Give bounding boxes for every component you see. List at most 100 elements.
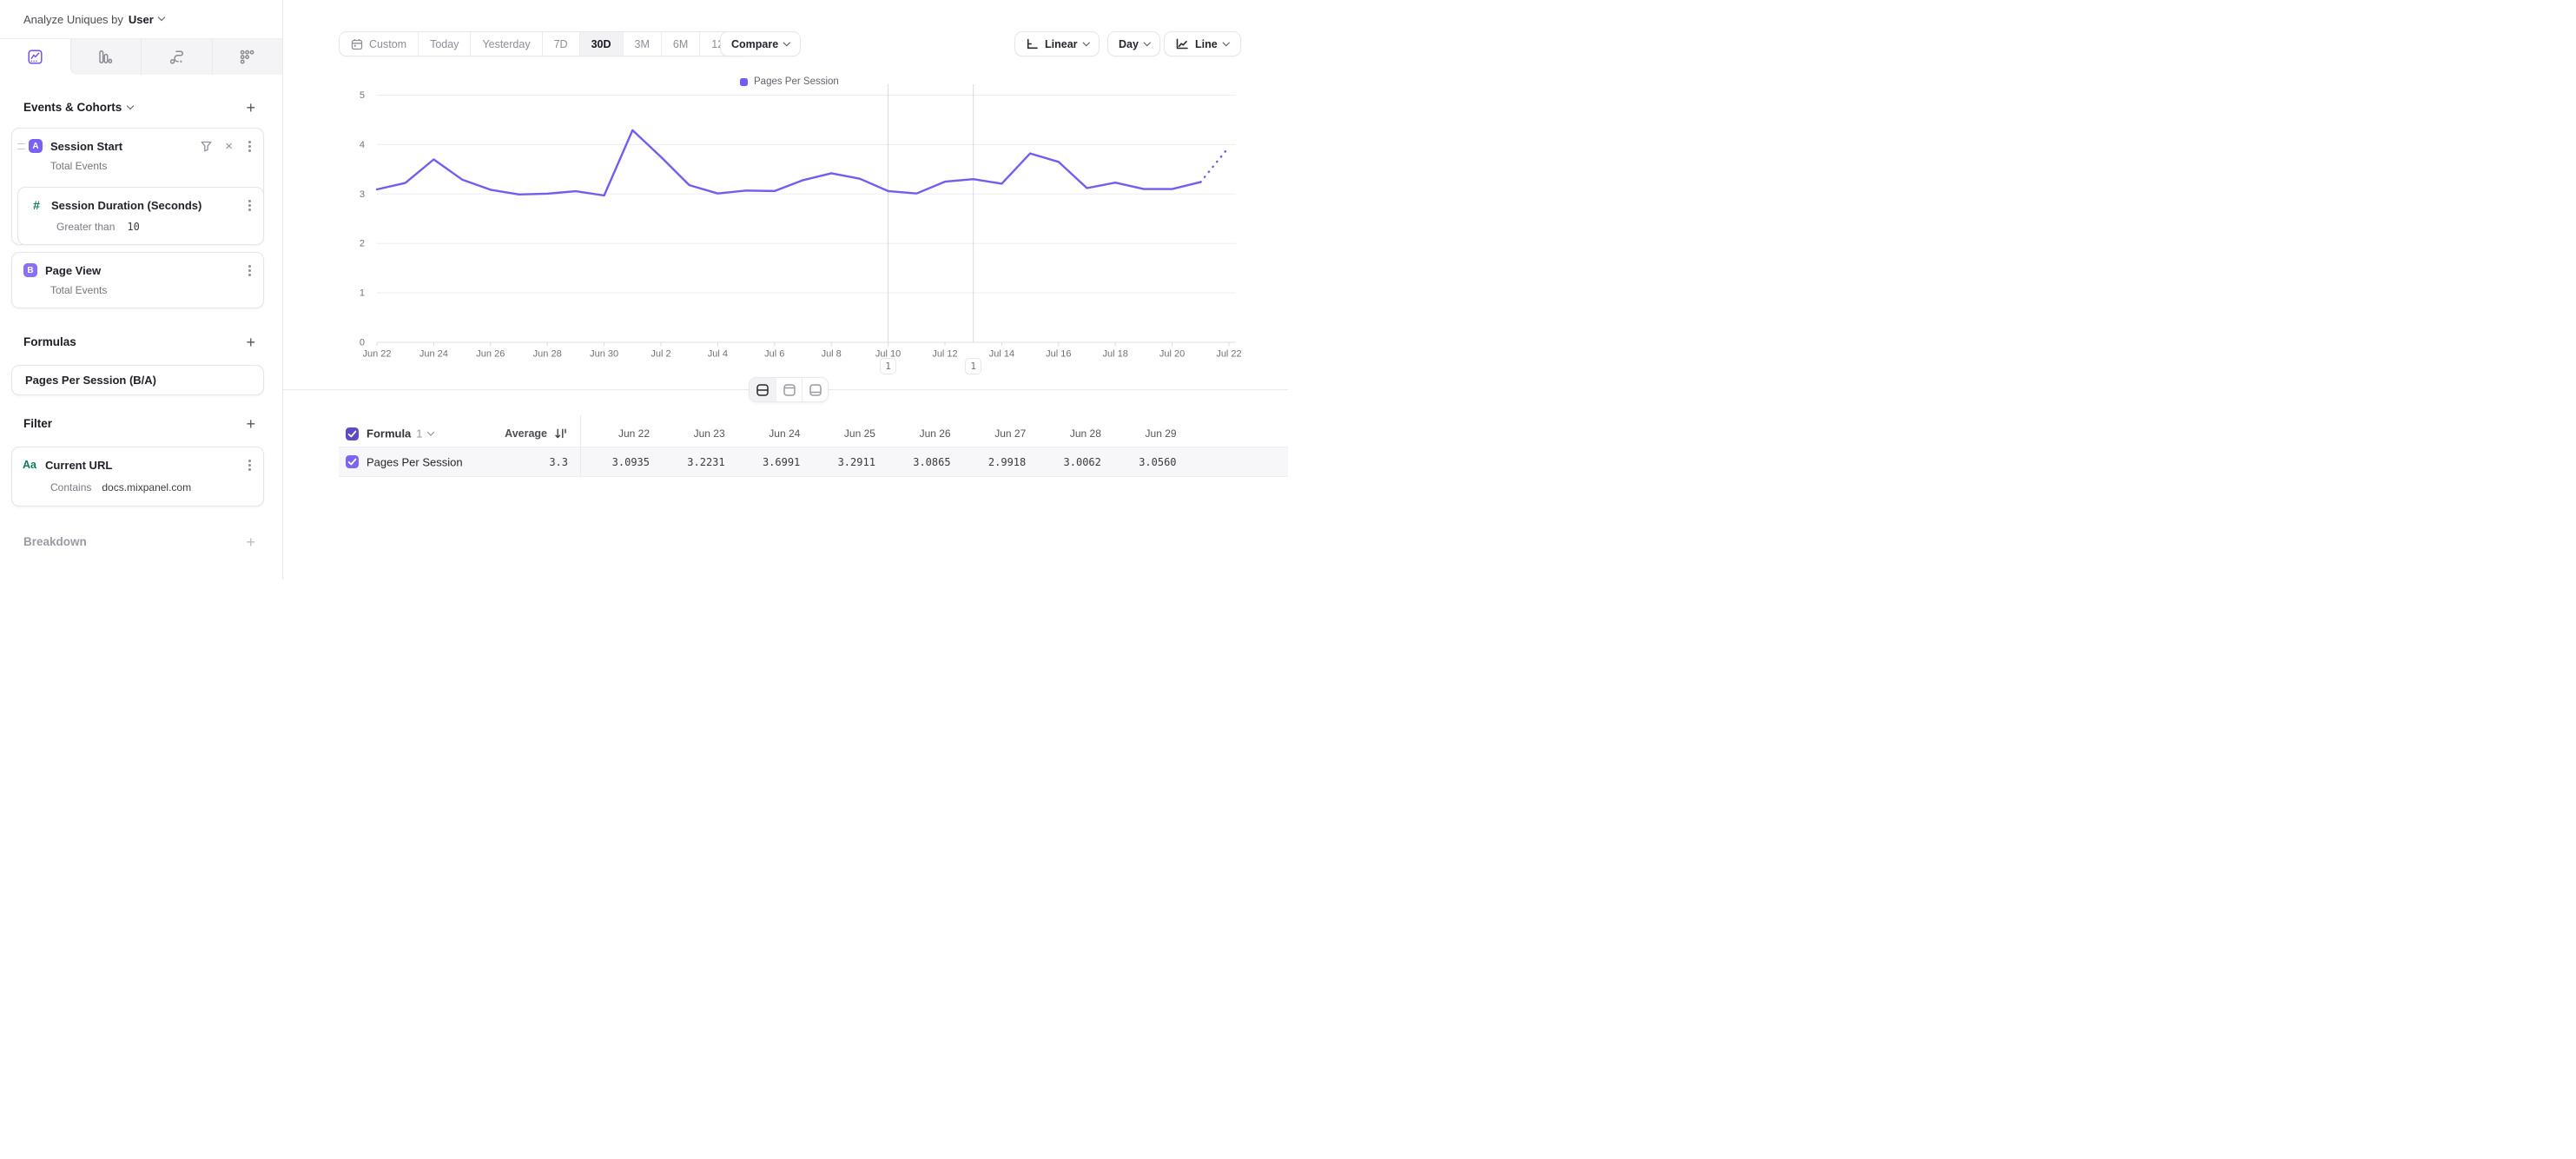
string-property-icon: Aa xyxy=(23,459,36,471)
add-breakdown-button[interactable]: + xyxy=(246,533,255,551)
range-today[interactable]: Today xyxy=(418,32,470,56)
property-name[interactable]: Session Duration (Seconds) xyxy=(51,198,202,212)
x-axis-label: Jul 18 xyxy=(1103,349,1128,360)
series-line xyxy=(375,129,1202,197)
table-header-row: Formula 1 Average Jun 22 Jun 23 Jun 24 Jun … xyxy=(339,421,1288,447)
chart-legend: Pages Per Session xyxy=(740,76,839,87)
chevron-down-icon[interactable] xyxy=(157,13,166,22)
kebab-menu-icon[interactable] xyxy=(248,463,251,467)
date-column-header[interactable]: Jun 27 xyxy=(994,427,1027,440)
y-axis-label-2: 2 xyxy=(360,239,365,249)
range-7d[interactable]: 7D xyxy=(541,32,579,56)
tab-retention[interactable] xyxy=(211,39,282,75)
value-cell: 3.0062 xyxy=(1063,455,1101,468)
event-row[interactable]: B Page View xyxy=(12,253,263,280)
filter-row[interactable]: Aa Current URL xyxy=(12,447,263,474)
flows-icon xyxy=(169,50,183,64)
line-chart: 0 1 2 3 4 5 Jun 22 Jun 24 Jun 26 Jun 28 Jun 30 Jul … xyxy=(360,84,1242,360)
axis-scale-button[interactable]: Linear xyxy=(1014,31,1100,56)
chevron-down-icon xyxy=(426,427,434,436)
event-badge-a: A xyxy=(29,139,43,153)
filter-funnel-icon[interactable] xyxy=(201,141,212,152)
range-30d[interactable]: 30D xyxy=(578,32,623,56)
property-row[interactable]: # Session Duration (Seconds) xyxy=(18,188,263,214)
event-row[interactable]: A Session Start × xyxy=(12,129,263,156)
sort-descending-icon[interactable] xyxy=(555,428,568,440)
x-axis-label: Jul 6 xyxy=(764,349,784,360)
y-axis-label-5: 5 xyxy=(360,90,365,101)
x-axis-label: Jul 4 xyxy=(708,349,728,360)
chevron-down-icon xyxy=(783,38,790,46)
filter-operator[interactable]: Contains xyxy=(50,481,92,493)
insights-chart-icon xyxy=(28,50,43,64)
kebab-menu-icon[interactable] xyxy=(248,268,251,272)
events-cohorts-title[interactable]: Events & Cohorts xyxy=(23,101,135,114)
range-custom[interactable]: Custom xyxy=(340,32,418,56)
drag-handle-icon[interactable] xyxy=(17,142,25,149)
value-cell: 3.0935 xyxy=(611,455,650,468)
select-all-checkbox[interactable] xyxy=(346,427,359,440)
interval-label: Day xyxy=(1119,37,1139,50)
x-axis-label: Jul 20 xyxy=(1159,349,1185,360)
y-axis-label-4: 4 xyxy=(360,140,365,150)
kebab-menu-icon[interactable] xyxy=(248,203,251,207)
event-metric[interactable]: Total Events xyxy=(50,160,108,172)
date-column-header[interactable]: Jun 22 xyxy=(618,427,650,440)
value-cell: 3.2231 xyxy=(687,455,725,468)
date-column-header[interactable]: Jun 24 xyxy=(769,427,801,440)
interval-button[interactable]: Day xyxy=(1107,31,1161,56)
range-yesterday[interactable]: Yesterday xyxy=(470,32,541,56)
annotation-badge[interactable]: 1 xyxy=(880,358,897,374)
average-column-header[interactable]: Average xyxy=(505,427,547,440)
row-checkbox[interactable] xyxy=(346,455,359,468)
y-axis-label-0: 0 xyxy=(360,338,365,348)
date-column-header[interactable]: Jun 26 xyxy=(919,427,951,440)
x-axis-label: Jun 24 xyxy=(419,349,448,360)
annotation-badge[interactable]: 1 xyxy=(965,358,982,374)
x-axis-label: Jun 22 xyxy=(362,349,391,360)
add-filter-button[interactable]: + xyxy=(246,414,255,433)
event-name[interactable]: Session Start xyxy=(50,139,123,153)
y-axis-label-3: 3 xyxy=(360,189,365,200)
event-name[interactable]: Page View xyxy=(45,263,102,277)
analyze-uniques-value[interactable]: User xyxy=(128,12,154,26)
x-axis-label: Jul 2 xyxy=(651,349,670,360)
x-axis-label: Jul 8 xyxy=(822,349,842,360)
tab-flows[interactable] xyxy=(141,39,212,75)
filter-value[interactable]: docs.mixpanel.com xyxy=(102,481,192,493)
formula-group-number: 1 xyxy=(416,427,423,440)
range-3m[interactable]: 3M xyxy=(622,32,661,56)
filter-property-name[interactable]: Current URL xyxy=(45,458,113,472)
tab-insights[interactable] xyxy=(0,39,70,75)
analyze-uniques-label: Analyze Uniques by xyxy=(23,12,123,26)
layout-split-view-button[interactable] xyxy=(750,378,776,401)
date-column-header[interactable]: Jun 29 xyxy=(1145,427,1177,440)
chart-type-label: Line xyxy=(1195,37,1218,50)
layout-chart-view-button[interactable] xyxy=(776,378,802,401)
add-formula-button[interactable]: + xyxy=(246,333,255,351)
date-column-header[interactable]: Jun 28 xyxy=(1069,427,1101,440)
formula-group-header[interactable]: Formula 1 xyxy=(367,427,434,440)
layout-table-view-button[interactable] xyxy=(802,378,828,401)
range-6m[interactable]: 6M xyxy=(660,32,699,56)
chart-type-button[interactable]: Line xyxy=(1164,31,1241,56)
y-axis-label-1: 1 xyxy=(360,288,365,299)
event-metric[interactable]: Total Events xyxy=(50,284,108,296)
date-column-header[interactable]: Jun 25 xyxy=(843,427,875,440)
event-badge-b: B xyxy=(23,263,37,277)
property-operator[interactable]: Greater than xyxy=(56,221,116,233)
kebab-menu-icon[interactable] xyxy=(248,144,251,148)
date-column-header[interactable]: Jun 23 xyxy=(693,427,725,440)
table-data-row[interactable]: Pages Per Session 3.3 3.0935 3.2231 3.6991… xyxy=(339,447,1288,477)
compare-button[interactable]: Compare xyxy=(720,31,801,56)
property-card-session-duration: # Session Duration (Seconds) Greater tha… xyxy=(17,187,264,245)
x-axis-label: Jun 26 xyxy=(476,349,505,360)
add-event-button[interactable]: + xyxy=(246,98,255,116)
remove-event-icon[interactable]: × xyxy=(225,138,233,154)
line-chart-icon xyxy=(1176,38,1188,50)
tab-funnels[interactable] xyxy=(69,39,141,75)
formula-card[interactable]: Pages Per Session (B/A) xyxy=(11,365,264,395)
value-cell: 2.9918 xyxy=(987,455,1027,468)
property-value[interactable]: 10 xyxy=(127,221,140,233)
retention-dots-icon xyxy=(240,50,254,64)
